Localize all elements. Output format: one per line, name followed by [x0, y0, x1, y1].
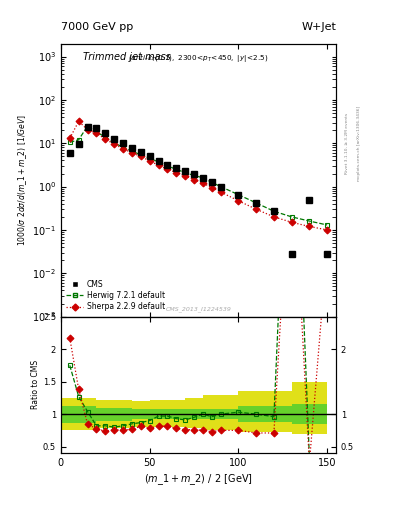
- Sherpa 2.2.9 default: [325, 227, 329, 233]
- CMS: [325, 251, 329, 257]
- Sherpa 2.2.9 default: [192, 177, 196, 183]
- Sherpa 2.2.9 default: [103, 136, 108, 142]
- Text: 7000 GeV pp: 7000 GeV pp: [61, 22, 133, 32]
- Sherpa 2.2.9 default: [165, 166, 170, 173]
- Legend: CMS, Herwig 7.2.1 default, Sherpa 2.2.9 default: CMS, Herwig 7.2.1 default, Sherpa 2.2.9 …: [65, 278, 167, 313]
- Sherpa 2.2.9 default: [85, 126, 90, 133]
- Sherpa 2.2.9 default: [112, 141, 116, 147]
- Text: Trimmed jet mass: Trimmed jet mass: [83, 52, 171, 62]
- Herwig 7.2.1 default: [76, 137, 81, 143]
- CMS: [121, 140, 125, 146]
- CMS: [307, 197, 312, 203]
- Sherpa 2.2.9 default: [147, 158, 152, 164]
- Sherpa 2.2.9 default: [121, 145, 125, 152]
- Sherpa 2.2.9 default: [289, 219, 294, 225]
- Sherpa 2.2.9 default: [68, 135, 72, 141]
- CMS: [183, 168, 187, 174]
- CMS: [236, 192, 241, 198]
- Herwig 7.2.1 default: [325, 222, 329, 228]
- Sherpa 2.2.9 default: [272, 214, 276, 220]
- Herwig 7.2.1 default: [94, 129, 99, 135]
- Herwig 7.2.1 default: [103, 134, 108, 140]
- Line: CMS: CMS: [67, 123, 330, 257]
- Text: $(anti\text{-}k_T(0.7),\ 2300\!<\!p_T\!<\!450,\ |y|\!<\!2.5)$: $(anti\text{-}k_T(0.7),\ 2300\!<\!p_T\!<…: [128, 52, 269, 63]
- CMS: [147, 153, 152, 159]
- Herwig 7.2.1 default: [85, 123, 90, 129]
- CMS: [85, 124, 90, 130]
- Herwig 7.2.1 default: [174, 166, 179, 173]
- CMS: [254, 200, 259, 206]
- CMS: [68, 150, 72, 156]
- CMS: [165, 162, 170, 168]
- CMS: [112, 136, 116, 142]
- Sherpa 2.2.9 default: [94, 130, 99, 136]
- Herwig 7.2.1 default: [236, 191, 241, 198]
- CMS: [94, 125, 99, 132]
- Sherpa 2.2.9 default: [138, 153, 143, 159]
- X-axis label: $(m\_1 + m\_2)\ /\ 2\ [\mathrm{GeV}]$: $(m\_1 + m\_2)\ /\ 2\ [\mathrm{GeV}]$: [144, 472, 253, 487]
- Herwig 7.2.1 default: [156, 159, 161, 165]
- Sherpa 2.2.9 default: [174, 169, 179, 176]
- Line: Herwig 7.2.1 default: Herwig 7.2.1 default: [67, 123, 330, 227]
- CMS: [156, 158, 161, 164]
- CMS: [130, 145, 134, 151]
- Herwig 7.2.1 default: [130, 148, 134, 154]
- Herwig 7.2.1 default: [200, 175, 205, 181]
- CMS: [76, 141, 81, 147]
- Herwig 7.2.1 default: [121, 144, 125, 150]
- Herwig 7.2.1 default: [147, 155, 152, 161]
- CMS: [192, 172, 196, 178]
- Sherpa 2.2.9 default: [130, 150, 134, 156]
- Herwig 7.2.1 default: [183, 169, 187, 176]
- CMS: [289, 251, 294, 257]
- Herwig 7.2.1 default: [307, 218, 312, 224]
- CMS: [209, 179, 214, 185]
- CMS: [103, 130, 108, 136]
- Herwig 7.2.1 default: [272, 208, 276, 215]
- CMS: [174, 165, 179, 171]
- CMS: [138, 149, 143, 155]
- Sherpa 2.2.9 default: [236, 198, 241, 204]
- Y-axis label: $1000/\sigma\ 2d\sigma/d(m\_1 + m\_2)\ [1/GeV]$: $1000/\sigma\ 2d\sigma/d(m\_1 + m\_2)\ […: [17, 114, 29, 246]
- Sherpa 2.2.9 default: [200, 180, 205, 186]
- Text: W+Jet: W+Jet: [301, 22, 336, 32]
- Herwig 7.2.1 default: [218, 183, 223, 189]
- Sherpa 2.2.9 default: [76, 118, 81, 124]
- Text: CMS_2013_I1224539: CMS_2013_I1224539: [165, 307, 231, 312]
- Sherpa 2.2.9 default: [254, 206, 259, 212]
- Sherpa 2.2.9 default: [307, 223, 312, 229]
- Herwig 7.2.1 default: [138, 152, 143, 158]
- Herwig 7.2.1 default: [209, 179, 214, 185]
- Herwig 7.2.1 default: [68, 139, 72, 145]
- CMS: [272, 207, 276, 214]
- Line: Sherpa 2.2.9 default: Sherpa 2.2.9 default: [67, 119, 330, 232]
- Y-axis label: Ratio to CMS: Ratio to CMS: [31, 360, 40, 410]
- Sherpa 2.2.9 default: [183, 173, 187, 179]
- Sherpa 2.2.9 default: [209, 184, 214, 190]
- Herwig 7.2.1 default: [112, 140, 116, 146]
- CMS: [200, 175, 205, 181]
- Sherpa 2.2.9 default: [156, 162, 161, 168]
- Herwig 7.2.1 default: [192, 173, 196, 179]
- Herwig 7.2.1 default: [289, 214, 294, 220]
- Text: Rivet 3.1.10, ≥ 3.2M events: Rivet 3.1.10, ≥ 3.2M events: [345, 113, 349, 174]
- CMS: [218, 183, 223, 189]
- Sherpa 2.2.9 default: [218, 189, 223, 195]
- Herwig 7.2.1 default: [165, 163, 170, 169]
- Herwig 7.2.1 default: [254, 200, 259, 206]
- Text: mcplots.cern.ch [arXiv:1306.3436]: mcplots.cern.ch [arXiv:1306.3436]: [357, 106, 361, 181]
